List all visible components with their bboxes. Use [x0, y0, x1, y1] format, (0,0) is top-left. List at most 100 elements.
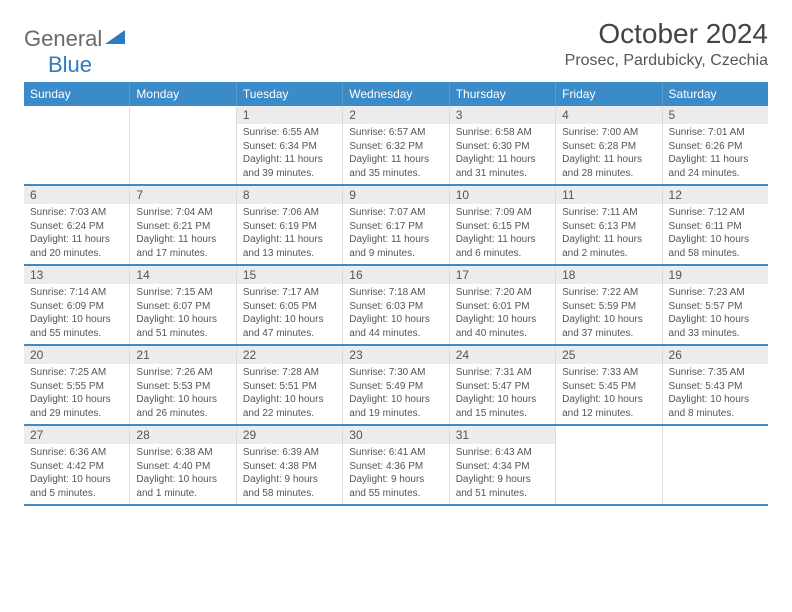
calendar-cell: 31Sunrise: 6:43 AMSunset: 4:34 PMDayligh… — [450, 426, 556, 504]
brand-triangle-icon — [105, 30, 125, 49]
day-number: 5 — [663, 106, 768, 124]
daylight-text: Daylight: 11 hours and 39 minutes. — [243, 153, 336, 180]
daylight-text: Daylight: 10 hours and 19 minutes. — [349, 393, 442, 420]
day-number: 29 — [237, 426, 342, 444]
calendar-week-row: 20Sunrise: 7:25 AMSunset: 5:55 PMDayligh… — [24, 346, 768, 426]
day-number: 16 — [343, 266, 448, 284]
month-title: October 2024 — [565, 18, 768, 50]
day-details: Sunrise: 7:28 AMSunset: 5:51 PMDaylight:… — [237, 364, 342, 424]
sunrise-text: Sunrise: 6:57 AM — [349, 126, 442, 140]
daylight-text: Daylight: 11 hours and 2 minutes. — [562, 233, 655, 260]
sunrise-text: Sunrise: 6:58 AM — [456, 126, 549, 140]
sunset-text: Sunset: 6:01 PM — [456, 300, 549, 314]
sunset-text: Sunset: 6:34 PM — [243, 140, 336, 154]
calendar-cell: 7Sunrise: 7:04 AMSunset: 6:21 PMDaylight… — [130, 186, 236, 264]
day-number: 12 — [663, 186, 768, 204]
day-details: Sunrise: 6:38 AMSunset: 4:40 PMDaylight:… — [130, 444, 235, 504]
calendar-cell: 8Sunrise: 7:06 AMSunset: 6:19 PMDaylight… — [237, 186, 343, 264]
title-block: October 2024 Prosec, Pardubicky, Czechia — [565, 18, 768, 70]
sunset-text: Sunset: 4:36 PM — [349, 460, 442, 474]
daylight-text: Daylight: 11 hours and 9 minutes. — [349, 233, 442, 260]
sunrise-text: Sunrise: 7:26 AM — [136, 366, 229, 380]
dayname-header: Friday — [556, 82, 662, 106]
daylight-text: Daylight: 10 hours and 8 minutes. — [669, 393, 762, 420]
calendar-grid: SundayMondayTuesdayWednesdayThursdayFrid… — [24, 82, 768, 506]
calendar-cell: 1Sunrise: 6:55 AMSunset: 6:34 PMDaylight… — [237, 106, 343, 184]
sunset-text: Sunset: 5:51 PM — [243, 380, 336, 394]
sunrise-text: Sunrise: 7:20 AM — [456, 286, 549, 300]
calendar-cell: 30Sunrise: 6:41 AMSunset: 4:36 PMDayligh… — [343, 426, 449, 504]
day-number: 13 — [24, 266, 129, 284]
daylight-text: Daylight: 11 hours and 31 minutes. — [456, 153, 549, 180]
calendar-body: 1Sunrise: 6:55 AMSunset: 6:34 PMDaylight… — [24, 106, 768, 506]
calendar-week-row: 27Sunrise: 6:36 AMSunset: 4:42 PMDayligh… — [24, 426, 768, 506]
sunrise-text: Sunrise: 7:18 AM — [349, 286, 442, 300]
sunset-text: Sunset: 6:03 PM — [349, 300, 442, 314]
daylight-text: Daylight: 10 hours and 58 minutes. — [669, 233, 762, 260]
day-details: Sunrise: 7:26 AMSunset: 5:53 PMDaylight:… — [130, 364, 235, 424]
daylight-text: Daylight: 10 hours and 26 minutes. — [136, 393, 229, 420]
day-details — [556, 430, 661, 436]
daylight-text: Daylight: 11 hours and 20 minutes. — [30, 233, 123, 260]
day-details: Sunrise: 7:15 AMSunset: 6:07 PMDaylight:… — [130, 284, 235, 344]
dayname-header: Wednesday — [343, 82, 449, 106]
day-number: 11 — [556, 186, 661, 204]
day-number: 7 — [130, 186, 235, 204]
day-details: Sunrise: 7:35 AMSunset: 5:43 PMDaylight:… — [663, 364, 768, 424]
sunset-text: Sunset: 6:09 PM — [30, 300, 123, 314]
sunset-text: Sunset: 5:49 PM — [349, 380, 442, 394]
day-number: 14 — [130, 266, 235, 284]
daylight-text: Daylight: 10 hours and 55 minutes. — [30, 313, 123, 340]
calendar-cell-empty — [663, 426, 768, 504]
daylight-text: Daylight: 10 hours and 22 minutes. — [243, 393, 336, 420]
day-number: 6 — [24, 186, 129, 204]
calendar-cell: 27Sunrise: 6:36 AMSunset: 4:42 PMDayligh… — [24, 426, 130, 504]
location-text: Prosec, Pardubicky, Czechia — [565, 52, 768, 70]
day-details: Sunrise: 7:20 AMSunset: 6:01 PMDaylight:… — [450, 284, 555, 344]
sunset-text: Sunset: 6:21 PM — [136, 220, 229, 234]
daylight-text: Daylight: 10 hours and 12 minutes. — [562, 393, 655, 420]
day-details — [130, 110, 235, 116]
day-details: Sunrise: 7:09 AMSunset: 6:15 PMDaylight:… — [450, 204, 555, 264]
day-details: Sunrise: 7:18 AMSunset: 6:03 PMDaylight:… — [343, 284, 448, 344]
brand-logo: General — [24, 18, 127, 52]
day-number: 21 — [130, 346, 235, 364]
calendar-cell: 25Sunrise: 7:33 AMSunset: 5:45 PMDayligh… — [556, 346, 662, 424]
calendar-cell: 28Sunrise: 6:38 AMSunset: 4:40 PMDayligh… — [130, 426, 236, 504]
day-details: Sunrise: 6:39 AMSunset: 4:38 PMDaylight:… — [237, 444, 342, 504]
day-details: Sunrise: 7:14 AMSunset: 6:09 PMDaylight:… — [24, 284, 129, 344]
dayname-header: Sunday — [24, 82, 130, 106]
day-details: Sunrise: 7:22 AMSunset: 5:59 PMDaylight:… — [556, 284, 661, 344]
calendar-cell: 22Sunrise: 7:28 AMSunset: 5:51 PMDayligh… — [237, 346, 343, 424]
day-details: Sunrise: 7:07 AMSunset: 6:17 PMDaylight:… — [343, 204, 448, 264]
sunrise-text: Sunrise: 7:14 AM — [30, 286, 123, 300]
day-details — [24, 110, 129, 116]
day-number: 31 — [450, 426, 555, 444]
calendar-cell: 13Sunrise: 7:14 AMSunset: 6:09 PMDayligh… — [24, 266, 130, 344]
day-details: Sunrise: 7:25 AMSunset: 5:55 PMDaylight:… — [24, 364, 129, 424]
sunrise-text: Sunrise: 7:22 AM — [562, 286, 655, 300]
daylight-text: Daylight: 10 hours and 47 minutes. — [243, 313, 336, 340]
day-details: Sunrise: 7:06 AMSunset: 6:19 PMDaylight:… — [237, 204, 342, 264]
day-number: 24 — [450, 346, 555, 364]
sunset-text: Sunset: 6:17 PM — [349, 220, 442, 234]
sunset-text: Sunset: 6:15 PM — [456, 220, 549, 234]
sunrise-text: Sunrise: 7:06 AM — [243, 206, 336, 220]
daylight-text: Daylight: 11 hours and 6 minutes. — [456, 233, 549, 260]
calendar-cell: 4Sunrise: 7:00 AMSunset: 6:28 PMDaylight… — [556, 106, 662, 184]
sunset-text: Sunset: 4:40 PM — [136, 460, 229, 474]
sunset-text: Sunset: 6:11 PM — [669, 220, 762, 234]
day-details: Sunrise: 7:00 AMSunset: 6:28 PMDaylight:… — [556, 124, 661, 184]
sunrise-text: Sunrise: 7:31 AM — [456, 366, 549, 380]
sunrise-text: Sunrise: 7:25 AM — [30, 366, 123, 380]
day-number: 4 — [556, 106, 661, 124]
sunset-text: Sunset: 6:30 PM — [456, 140, 549, 154]
daylight-text: Daylight: 9 hours and 51 minutes. — [456, 473, 549, 500]
daylight-text: Daylight: 9 hours and 55 minutes. — [349, 473, 442, 500]
calendar-cell: 23Sunrise: 7:30 AMSunset: 5:49 PMDayligh… — [343, 346, 449, 424]
sunrise-text: Sunrise: 7:30 AM — [349, 366, 442, 380]
calendar-cell: 29Sunrise: 6:39 AMSunset: 4:38 PMDayligh… — [237, 426, 343, 504]
sunset-text: Sunset: 5:55 PM — [30, 380, 123, 394]
sunset-text: Sunset: 6:07 PM — [136, 300, 229, 314]
sunset-text: Sunset: 5:45 PM — [562, 380, 655, 394]
